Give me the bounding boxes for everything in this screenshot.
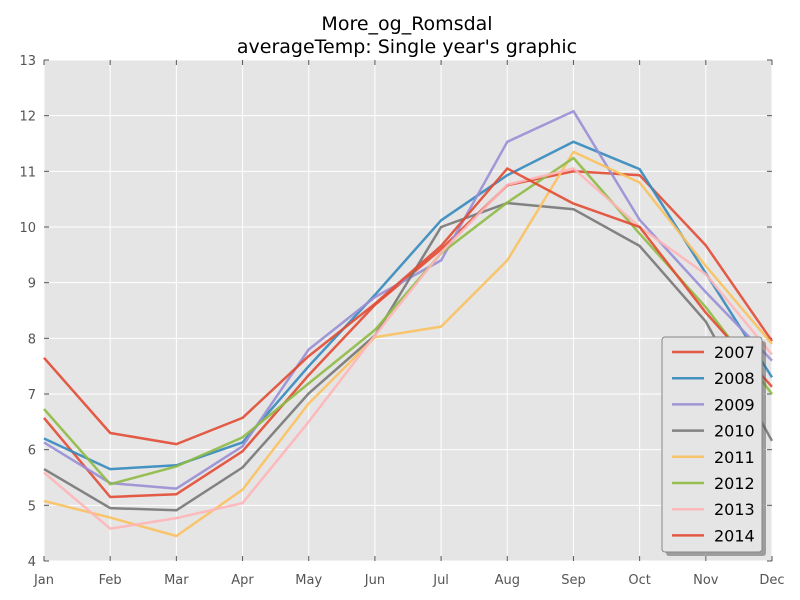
x-tick-label: Nov <box>693 573 719 588</box>
x-tick-label: Jan <box>33 573 54 588</box>
series-line-2014 <box>43 167 773 446</box>
x-tick-label: Jul <box>432 573 449 588</box>
legend-label-2010: 2010 <box>714 422 755 441</box>
y-tick-label: 4 <box>28 555 36 570</box>
legend-box <box>661 336 763 553</box>
chart-title: More_og_Romsdal <box>321 13 492 35</box>
x-tick-label: Dec <box>759 573 784 588</box>
series-line-2009 <box>43 109 773 490</box>
y-tick-label: 13 <box>19 54 36 69</box>
y-tick-label: 7 <box>28 388 36 403</box>
series-line-2008 <box>43 140 774 471</box>
plot-area <box>44 60 772 561</box>
legend-label-2008: 2008 <box>714 369 755 388</box>
x-tick-label: Aug <box>495 573 520 588</box>
series-line-2012 <box>43 156 773 486</box>
legend-label-2013: 2013 <box>714 500 755 519</box>
series-line-2011 <box>43 150 773 538</box>
legend: 2007 2008 2009 2010 2011 2012 2013 2014 <box>661 336 766 556</box>
y-tick-label: 12 <box>19 110 36 125</box>
x-tick-label: Feb <box>99 573 122 588</box>
x-tick-label: Sep <box>561 573 586 588</box>
series-line-2013 <box>43 167 773 530</box>
x-tick-label: Jun <box>364 573 385 588</box>
legend-label-2012: 2012 <box>714 474 755 493</box>
chart-subtitle: averageTemp: Single year's graphic <box>237 36 577 58</box>
y-tick-label: 6 <box>28 444 36 459</box>
y-tick-label: 11 <box>19 165 36 180</box>
axis-ticks <box>43 59 773 562</box>
legend-label-2009: 2009 <box>714 395 755 414</box>
x-tick-labels: Jan Feb Mar Apr May Jun Jul Aug Sep Oct Nov Dec <box>33 573 785 588</box>
y-tick-label: 9 <box>28 277 36 292</box>
series-lines <box>43 109 774 538</box>
y-tick-labels: 4 5 6 7 8 9 10 11 12 13 <box>19 54 36 570</box>
legend-label-2011: 2011 <box>714 448 755 467</box>
x-tick-label: Mar <box>164 573 189 588</box>
x-tick-label: Apr <box>231 573 254 588</box>
legend-label-2007: 2007 <box>714 343 755 362</box>
legend-label-2014: 2014 <box>714 526 755 545</box>
series-line-2010 <box>43 201 774 512</box>
x-tick-label: Oct <box>628 573 650 588</box>
y-tick-label: 10 <box>19 221 36 236</box>
x-tick-label: May <box>295 573 322 588</box>
y-tick-label: 5 <box>28 499 36 514</box>
y-tick-label: 8 <box>28 332 36 347</box>
